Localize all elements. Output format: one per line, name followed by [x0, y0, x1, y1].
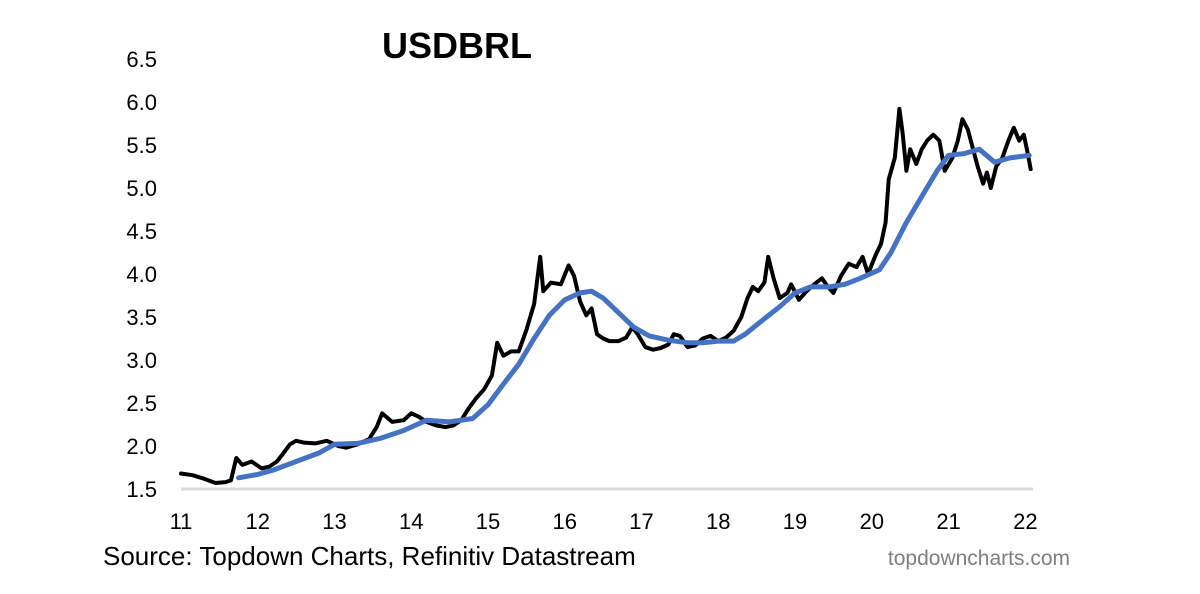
x-axis-tick-labels: 11 12 13 14 15 16 17 18 19 20 21 22: [170, 509, 1038, 534]
y-tick-label: 2.5: [126, 391, 157, 416]
x-tick-label: 13: [322, 509, 346, 534]
y-tick-label: 6.5: [126, 47, 157, 72]
x-tick-label: 22: [1013, 509, 1037, 534]
y-tick-label: 1.5: [126, 477, 157, 502]
x-tick-label: 12: [246, 509, 270, 534]
source-note: Source: Topdown Charts, Refinitiv Datast…: [103, 541, 636, 571]
y-tick-label: 4.5: [126, 219, 157, 244]
y-tick-label: 3.5: [126, 305, 157, 330]
y-tick-label: 5.0: [126, 176, 157, 201]
x-tick-label: 16: [553, 509, 577, 534]
watermark: topdowncharts.com: [887, 547, 1070, 570]
moving-average-line: [236, 146, 1032, 481]
y-tick-label: 5.5: [126, 133, 157, 158]
x-tick-label: 21: [936, 509, 960, 534]
x-tick-label: 15: [476, 509, 500, 534]
price-series-line: [179, 106, 1033, 485]
x-tick-label: 17: [629, 509, 653, 534]
y-tick-label: 6.0: [126, 90, 157, 115]
y-tick-label: 4.0: [126, 262, 157, 287]
x-tick-label: 18: [706, 509, 730, 534]
series-layer: [179, 106, 1033, 485]
x-tick-label: 19: [783, 509, 807, 534]
y-tick-label: 2.0: [126, 434, 157, 459]
y-axis-tick-labels: 1.5 2.0 2.5 3.0 3.5 4.0 4.5 5.0 5.5 6.0 6.5: [126, 47, 157, 502]
chart-title: USDBRL: [382, 25, 532, 66]
y-tick-label: 3.0: [126, 348, 157, 373]
x-tick-label: 20: [860, 509, 884, 534]
x-tick-label: 11: [170, 509, 193, 534]
x-tick-label: 14: [399, 509, 423, 534]
